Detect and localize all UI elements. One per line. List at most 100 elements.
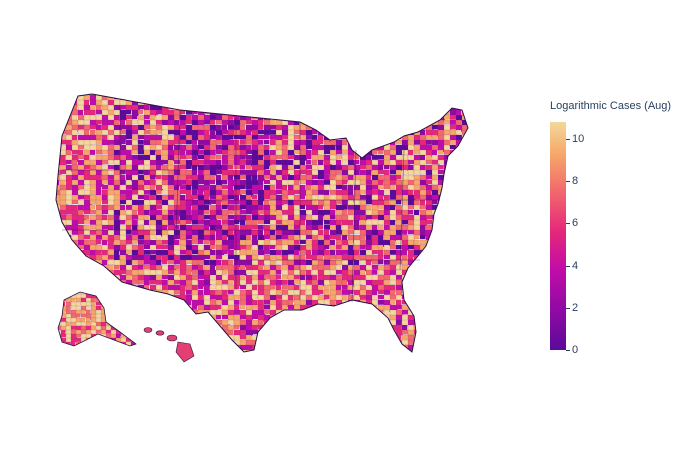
county-region[interactable] xyxy=(89,124,96,130)
county-region[interactable] xyxy=(299,339,306,346)
county-region[interactable] xyxy=(257,139,264,145)
county-region[interactable] xyxy=(287,344,296,352)
county-region[interactable] xyxy=(425,329,433,336)
county-region[interactable] xyxy=(120,305,127,312)
county-region[interactable] xyxy=(407,164,414,171)
county-region[interactable] xyxy=(143,349,150,357)
county-region[interactable] xyxy=(461,219,468,226)
county-region[interactable] xyxy=(365,104,372,112)
county-region[interactable] xyxy=(419,119,428,127)
county-region[interactable] xyxy=(257,99,265,106)
county-region[interactable] xyxy=(293,104,300,111)
county-region[interactable] xyxy=(281,149,288,156)
county-region[interactable] xyxy=(59,109,67,117)
county-region[interactable] xyxy=(263,239,271,246)
county-region[interactable] xyxy=(173,304,182,312)
county-region[interactable] xyxy=(359,179,367,186)
county-region[interactable] xyxy=(311,90,318,95)
county-region[interactable] xyxy=(59,274,67,280)
county-region[interactable] xyxy=(311,324,319,330)
county-region[interactable] xyxy=(419,349,427,357)
county-region[interactable] xyxy=(461,154,468,162)
county-region[interactable] xyxy=(113,349,120,354)
county-region[interactable] xyxy=(59,264,67,270)
county-region[interactable] xyxy=(233,299,240,305)
county-region[interactable] xyxy=(413,149,421,155)
county-region[interactable] xyxy=(71,269,78,277)
county-region[interactable] xyxy=(365,324,373,332)
county-region[interactable] xyxy=(107,254,114,260)
county-region[interactable] xyxy=(90,290,98,295)
county-region[interactable] xyxy=(341,114,348,122)
county-region[interactable] xyxy=(119,164,127,171)
county-region[interactable] xyxy=(425,249,432,256)
county-region[interactable] xyxy=(293,109,302,117)
county-region[interactable] xyxy=(131,299,139,305)
county-region[interactable] xyxy=(78,360,84,364)
county-region[interactable] xyxy=(85,317,91,322)
county-region[interactable] xyxy=(341,254,349,261)
county-region[interactable] xyxy=(115,317,122,324)
county-region[interactable] xyxy=(215,164,223,170)
county-region[interactable] xyxy=(419,259,428,266)
county-region[interactable] xyxy=(197,339,204,346)
county-region[interactable] xyxy=(89,149,96,155)
county-region[interactable] xyxy=(185,329,192,336)
county-region[interactable] xyxy=(305,99,315,105)
county-region[interactable] xyxy=(155,319,162,326)
county-region[interactable] xyxy=(359,90,367,95)
county-region[interactable] xyxy=(137,204,144,211)
county-region[interactable] xyxy=(161,164,169,171)
county-region[interactable] xyxy=(234,355,240,360)
county-region[interactable] xyxy=(419,334,427,342)
county-region[interactable] xyxy=(467,169,474,175)
county-region[interactable] xyxy=(281,324,288,331)
county-region[interactable] xyxy=(443,334,452,340)
county-region[interactable] xyxy=(425,94,433,102)
county-region[interactable] xyxy=(455,174,464,181)
county-region[interactable] xyxy=(101,289,109,298)
county-region[interactable] xyxy=(85,297,92,303)
county-region[interactable] xyxy=(390,360,397,367)
county-region[interactable] xyxy=(449,294,458,302)
county-region[interactable] xyxy=(449,204,458,210)
county-region[interactable] xyxy=(191,90,199,96)
county-region[interactable] xyxy=(282,360,288,365)
county-region[interactable] xyxy=(137,94,145,100)
county-region[interactable] xyxy=(293,134,301,140)
county-region[interactable] xyxy=(251,104,260,112)
county-region[interactable] xyxy=(317,119,324,125)
county-region[interactable] xyxy=(455,314,464,320)
county-region[interactable] xyxy=(107,289,115,296)
county-region[interactable] xyxy=(323,344,330,352)
county-region[interactable] xyxy=(120,301,127,308)
county-region[interactable] xyxy=(89,344,98,352)
county-region[interactable] xyxy=(197,349,206,356)
county-region[interactable] xyxy=(359,334,369,341)
county-region[interactable] xyxy=(299,239,306,245)
county-region[interactable] xyxy=(132,360,137,364)
county-region[interactable] xyxy=(89,94,97,101)
county-region[interactable] xyxy=(125,325,131,330)
county-region[interactable] xyxy=(251,94,260,101)
county-region[interactable] xyxy=(269,114,277,120)
county-region[interactable] xyxy=(389,339,396,347)
county-region[interactable] xyxy=(353,304,361,311)
county-region[interactable] xyxy=(317,289,324,295)
county-region[interactable] xyxy=(275,319,285,325)
county-region[interactable] xyxy=(323,239,331,246)
county-region[interactable] xyxy=(467,349,475,357)
county-region[interactable] xyxy=(215,299,222,305)
county-region[interactable] xyxy=(407,299,415,305)
county-region[interactable] xyxy=(407,124,414,131)
county-region[interactable] xyxy=(275,104,283,112)
county-region[interactable] xyxy=(359,104,366,110)
county-region[interactable] xyxy=(281,109,290,116)
county-region[interactable] xyxy=(119,169,126,175)
county-region[interactable] xyxy=(125,259,132,266)
county-region[interactable] xyxy=(365,334,374,340)
county-region[interactable] xyxy=(389,99,396,105)
county-region[interactable] xyxy=(431,229,439,236)
county-region[interactable] xyxy=(269,279,277,286)
county-region[interactable] xyxy=(185,219,192,225)
